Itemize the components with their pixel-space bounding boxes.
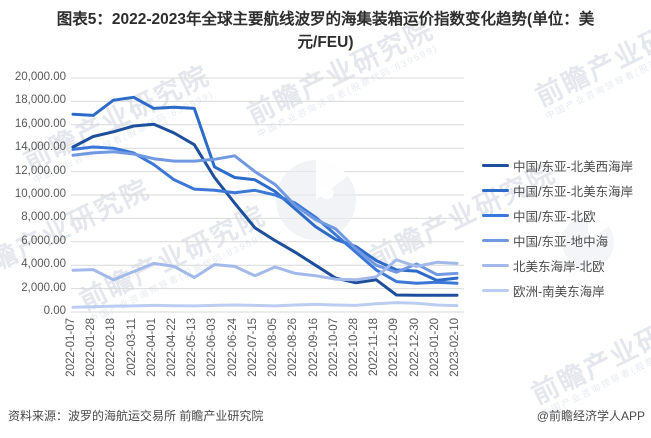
legend-item: 中国/东亚-地中海 <box>482 233 633 249</box>
credit-note: @前瞻经济学人APP <box>536 409 645 423</box>
chart-title: 图表5：2022-2023年全球主要航线波罗的海集装箱运价指数变化趋势(单位：美… <box>56 11 595 52</box>
y-tick-label: 16,000.00 <box>14 117 66 130</box>
legend-label: 中国/东亚-北美西海岸 <box>513 159 634 174</box>
legend-item: 欧洲-南美东海岸 <box>482 283 633 299</box>
x-tick-label: 2022-01-28 <box>85 318 98 377</box>
legend-label: 中国/东亚-北美东海岸 <box>513 184 634 199</box>
legend-line-swatch <box>482 288 509 292</box>
x-tick-label: 2022-07-15 <box>246 318 259 377</box>
y-tick-label: 20,000.00 <box>14 71 66 83</box>
x-tick-label: 2022-12-09 <box>388 318 401 377</box>
y-tick-label: 12,000.00 <box>14 164 66 177</box>
legend-line-swatch <box>482 188 509 192</box>
legend-label: 北美东海岸-北欧 <box>513 259 605 274</box>
y-tick-label: 4,000.00 <box>21 258 66 271</box>
x-tick-label: 2022-05-13 <box>186 318 199 377</box>
x-tick-label: 2022-04-22 <box>166 318 179 377</box>
legend-item: 中国/东亚-北欧 <box>482 208 633 224</box>
x-tick-label: 2022-09-16 <box>307 318 320 377</box>
legend-item: 中国/东亚-北美西海岸 <box>482 158 634 174</box>
x-tick-label: 2022-01-07 <box>65 318 77 377</box>
x-tick-label: 2023-02-10 <box>449 318 461 377</box>
legend-line-swatch <box>482 213 509 217</box>
y-tick-label: 8,000.00 <box>21 211 66 224</box>
series-line <box>71 150 459 277</box>
watermark-logo-dot <box>320 186 334 200</box>
series-line <box>71 145 459 285</box>
series-line <box>71 301 459 309</box>
legend-label: 欧洲-南美东海岸 <box>513 284 605 299</box>
x-tick-label: 2023-01-20 <box>428 318 441 377</box>
legend-line-swatch <box>482 238 509 242</box>
legend-item: 北美东海岸-北欧 <box>482 258 633 274</box>
x-tick-label: 2022-10-07 <box>327 318 340 377</box>
y-tick-label: 10,000.00 <box>14 188 66 200</box>
y-tick-label: 2,000.00 <box>21 281 66 294</box>
y-tick-label: 6,000.00 <box>21 234 66 247</box>
series-line <box>71 95 459 282</box>
y-tick-label: 0.00 <box>43 305 66 317</box>
legend-item: 中国/东亚-北美东海岸 <box>482 183 634 199</box>
source-note: 资料来源：波罗的海航运交易所 前瞻产业研究院 <box>8 409 264 423</box>
x-tick-label: 2022-08-26 <box>287 318 300 377</box>
legend-line-swatch <box>482 163 509 167</box>
x-tick-label: 2022-10-28 <box>347 318 360 377</box>
legend-line-swatch <box>482 263 509 267</box>
x-tick-label: 2022-08-05 <box>267 318 280 377</box>
x-tick-label: 2022-12-30 <box>408 318 421 377</box>
y-tick-label: 14,000.00 <box>14 141 66 154</box>
watermark-logo-dot <box>591 233 600 242</box>
x-tick-label: 2022-02-18 <box>105 318 118 377</box>
legend: 中国/东亚-北美西海岸 中国/东亚-北美东海岸 中国/东亚-北欧 中国/东亚-地中海北… <box>482 158 634 299</box>
x-tick-label: 2022-06-24 <box>226 318 239 377</box>
legend-label: 中国/东亚-地中海 <box>513 234 609 249</box>
legend-label: 中国/东亚-北欧 <box>513 209 596 224</box>
x-tick-label: 2022-06-03 <box>206 318 219 377</box>
x-tick-label: 2022-04-01 <box>145 318 158 377</box>
y-tick-label: 18,000.00 <box>14 94 66 107</box>
x-tick-label: 2022-11-18 <box>368 318 381 376</box>
x-tick-label: 2022-03-11 <box>125 318 138 376</box>
series-line <box>71 258 459 282</box>
series-line <box>71 122 459 297</box>
